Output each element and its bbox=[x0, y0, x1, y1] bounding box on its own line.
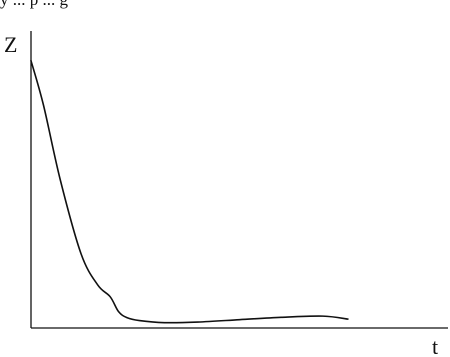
x-axis-label: t bbox=[432, 334, 438, 357]
series-layer bbox=[30, 59, 349, 324]
series-line-0 bbox=[30, 59, 349, 324]
y-axis-label: Z bbox=[4, 32, 17, 57]
header-text: y ... p ... g bbox=[0, 0, 68, 10]
